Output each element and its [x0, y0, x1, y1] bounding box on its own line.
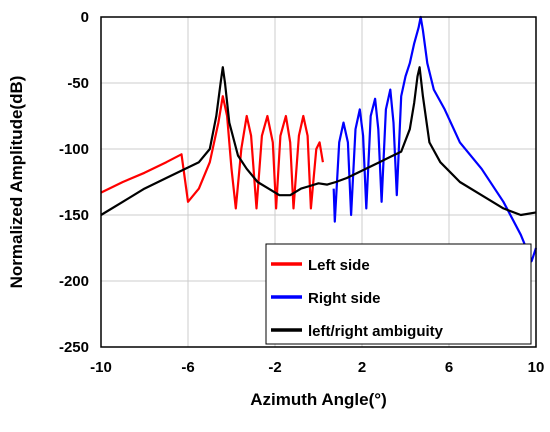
series-layer	[100, 15, 538, 263]
axis-ticks: -10 -6 -2 2 6 10 0 -50 -100 -150 -200 -250	[59, 9, 544, 376]
x-tick-label: 2	[358, 359, 366, 376]
y-axis-label: Normalized Amplitude(dB)	[7, 76, 26, 289]
x-tick-label: -2	[268, 359, 281, 376]
plot-frame	[100, 16, 537, 348]
legend: Left side Right side left/right ambiguity	[265, 243, 532, 345]
y-tick-label: -150	[59, 207, 89, 224]
y-tick-label: -200	[59, 273, 89, 290]
y-tick-label: 0	[81, 9, 89, 26]
x-tick-label: -6	[181, 359, 194, 376]
legend-box	[265, 243, 532, 345]
legend-label: Left side	[308, 257, 370, 274]
y-tick-label: -100	[59, 141, 89, 158]
x-tick-label: 6	[445, 359, 453, 376]
legend-label: left/right ambiguity	[308, 323, 444, 340]
series-line	[100, 95, 324, 210]
legend-label: Right side	[308, 290, 381, 307]
x-tick-label: 10	[528, 359, 545, 376]
x-axis-label: Azimuth Angle(°)	[250, 390, 386, 409]
series-line	[100, 66, 537, 217]
y-tick-label: -50	[67, 75, 89, 92]
y-tick-label: -250	[59, 339, 89, 356]
x-tick-label: -10	[90, 359, 112, 376]
series-line	[332, 15, 538, 263]
